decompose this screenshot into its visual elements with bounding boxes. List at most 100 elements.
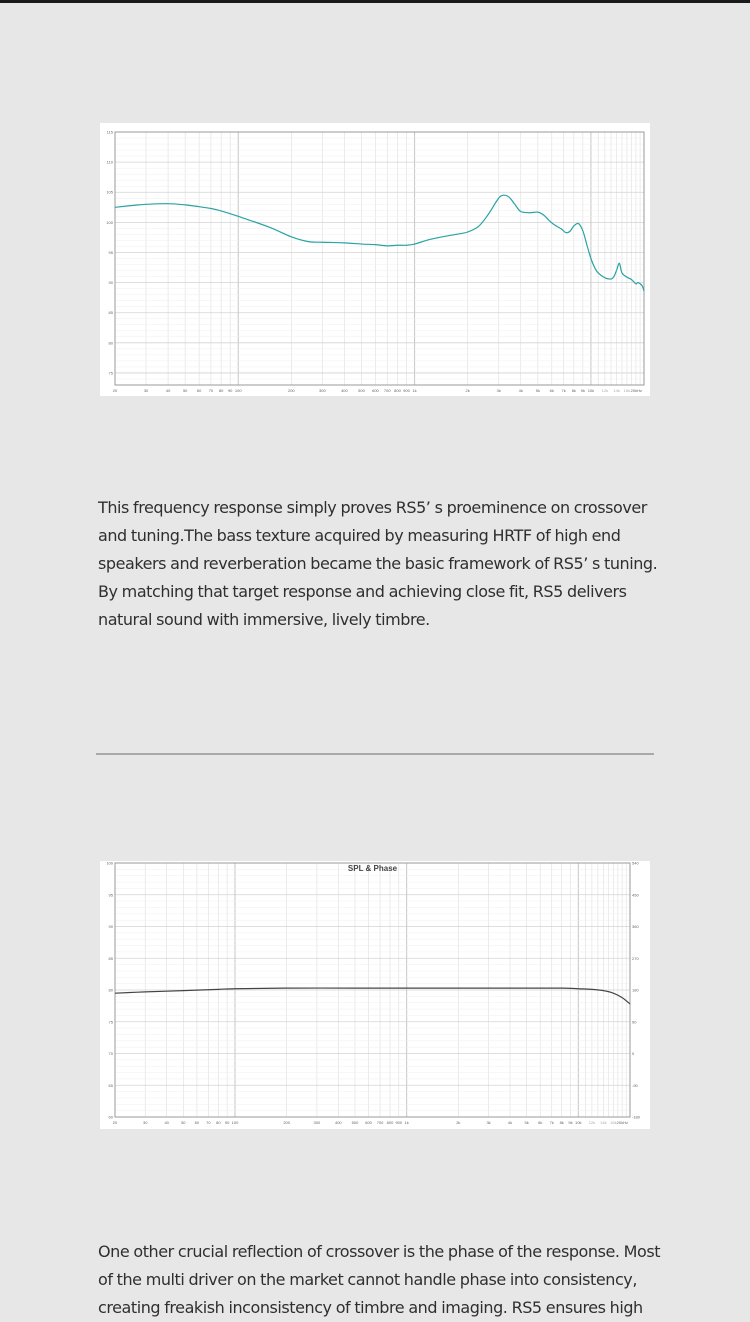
x-tick-label: 700 bbox=[384, 388, 391, 393]
x-tick-label: 800 bbox=[387, 1120, 394, 1125]
x-tick-label: 700 bbox=[377, 1120, 384, 1125]
x-tick-label: 16k bbox=[624, 388, 630, 393]
x-tick-label: 12k bbox=[589, 1120, 595, 1125]
series-line bbox=[114, 194, 645, 292]
x-tick-label: 500 bbox=[358, 388, 365, 393]
x-tick-label: 100 bbox=[235, 388, 242, 393]
y-tick-label: 65 bbox=[109, 1083, 114, 1088]
x-tick-label: 80 bbox=[219, 388, 224, 393]
plot-frame bbox=[114, 131, 645, 386]
frequency-response-chart: 115 110 105 100 95 90 85 80 75 20 30 40 50 60 70 80 90 10… bbox=[100, 123, 650, 396]
x-tick-label: 400 bbox=[341, 388, 348, 393]
y-tick-label: 115 bbox=[107, 130, 114, 135]
x-tick-label: 200 bbox=[283, 1120, 290, 1125]
y-tick-label: 75 bbox=[109, 1019, 114, 1024]
y-tick-label: 85 bbox=[109, 956, 114, 961]
top-bar bbox=[0, 0, 750, 3]
x-tick-label: 900 bbox=[395, 1120, 402, 1125]
y2-tick-label: 540 bbox=[632, 861, 639, 866]
x-tick-label: 20 bbox=[113, 388, 118, 393]
x-tick-label: 60 bbox=[197, 388, 202, 393]
x-tick-label: 10k bbox=[575, 1120, 581, 1125]
x-tick-label: 60 bbox=[195, 1120, 200, 1125]
y-tick-label: 105 bbox=[106, 190, 113, 195]
section-divider bbox=[96, 753, 654, 755]
x-tick-label: 8k bbox=[572, 388, 576, 393]
x-tick-label: 20kHz bbox=[617, 1120, 628, 1125]
x-tick-label: 80 bbox=[216, 1120, 221, 1125]
y2-tick-label: -90 bbox=[632, 1083, 639, 1088]
phase-description: One other crucial reflection of crossove… bbox=[98, 1242, 661, 1317]
y-tick-label: 70 bbox=[109, 1051, 114, 1056]
plot-frame bbox=[114, 862, 631, 1118]
x-tick-label: 9k bbox=[581, 388, 585, 393]
x-tick-label: 40 bbox=[164, 1120, 169, 1125]
y-tick-label: 80 bbox=[109, 988, 114, 993]
y-tick-label: 95 bbox=[109, 892, 114, 897]
x-tick-label: 100 bbox=[232, 1120, 239, 1125]
x-tick-label: 20kHz bbox=[631, 388, 642, 393]
x-tick-label: 4k bbox=[508, 1120, 512, 1125]
x-tick-label: 12k bbox=[602, 388, 608, 393]
x-tick-label: 1k bbox=[412, 388, 416, 393]
x-tick-label: 50 bbox=[181, 1120, 186, 1125]
x-tick-label: 2k bbox=[466, 388, 470, 393]
x-tick-label: 6k bbox=[538, 1120, 542, 1125]
y-tick-label: 90 bbox=[109, 924, 114, 929]
x-tick-label: 800 bbox=[394, 388, 401, 393]
y-tick-label: 95 bbox=[109, 250, 114, 255]
spl-phase-plot: 100 95 90 85 80 75 70 65 60 540 450 360 270 180 900 -90… bbox=[106, 861, 641, 1125]
x-tick-label: 7k bbox=[550, 1120, 554, 1125]
x-tick-label: 70 bbox=[209, 388, 214, 393]
x-tick-label: 6k bbox=[550, 388, 554, 393]
y-tick-label: 75 bbox=[109, 370, 114, 375]
x-tick-label: 4k bbox=[519, 388, 523, 393]
y2-tick-label: 360 bbox=[632, 924, 639, 929]
x-tick-label: 500 bbox=[352, 1120, 359, 1125]
x-tick-label: 900 bbox=[403, 388, 410, 393]
y-tick-label: 110 bbox=[107, 160, 114, 165]
x-tick-label: 90 bbox=[228, 388, 233, 393]
y2-tick-label: 450 bbox=[632, 892, 639, 897]
x-tick-label: 300 bbox=[314, 1120, 321, 1125]
y2-tick-label: 180 bbox=[632, 988, 639, 993]
y-tick-label: 100 bbox=[106, 861, 113, 866]
x-tick-label: 600 bbox=[372, 388, 379, 393]
series-line bbox=[114, 987, 631, 1005]
y-tick-label: 80 bbox=[109, 340, 114, 345]
x-tick-label: 5k bbox=[536, 388, 540, 393]
x-tick-label: 14k bbox=[600, 1120, 606, 1125]
x-tick-label: 400 bbox=[335, 1120, 342, 1125]
x-tick-label: 70 bbox=[206, 1120, 211, 1125]
y-tick-label: 60 bbox=[109, 1115, 114, 1120]
frequency-response-description: This frequency response simply proves RS… bbox=[98, 498, 658, 629]
spl-phase-chart: 100 95 90 85 80 75 70 65 60 540 450 360 270 180 90 0 -90… bbox=[100, 861, 650, 1129]
y2-tick-label: 270 bbox=[632, 956, 639, 961]
y-tick-label: 100 bbox=[106, 220, 113, 225]
chart-title: SPL & Phase bbox=[348, 864, 398, 873]
x-tick-label: 200 bbox=[288, 388, 295, 393]
x-tick-label: 10k bbox=[588, 388, 594, 393]
x-tick-label: 30 bbox=[143, 1120, 148, 1125]
x-tick-label: 7k bbox=[561, 388, 565, 393]
x-tick-label: 14k bbox=[613, 388, 619, 393]
y-tick-label: 90 bbox=[109, 280, 114, 285]
x-tick-label: 16k bbox=[610, 1120, 616, 1125]
x-tick-label: 3k bbox=[486, 1120, 490, 1125]
x-tick-label: 50 bbox=[183, 388, 188, 393]
x-tick-label: 30 bbox=[144, 388, 149, 393]
x-tick-label: 8k bbox=[560, 1120, 564, 1125]
x-tick-label: 40 bbox=[166, 388, 171, 393]
y2-tick-label: -180 bbox=[632, 1115, 641, 1120]
x-tick-label: 2k bbox=[456, 1120, 460, 1125]
x-tick-label: 600 bbox=[365, 1120, 372, 1125]
x-tick-label: 20 bbox=[113, 1120, 118, 1125]
x-tick-label: 9k bbox=[568, 1120, 572, 1125]
y2-tick-label: 90 bbox=[632, 1019, 637, 1024]
y-tick-label: 85 bbox=[109, 310, 114, 315]
x-tick-label: 3k bbox=[497, 388, 501, 393]
x-tick-label: 300 bbox=[319, 388, 326, 393]
x-tick-label: 1k bbox=[405, 1120, 409, 1125]
x-tick-label: 90 bbox=[225, 1120, 230, 1125]
